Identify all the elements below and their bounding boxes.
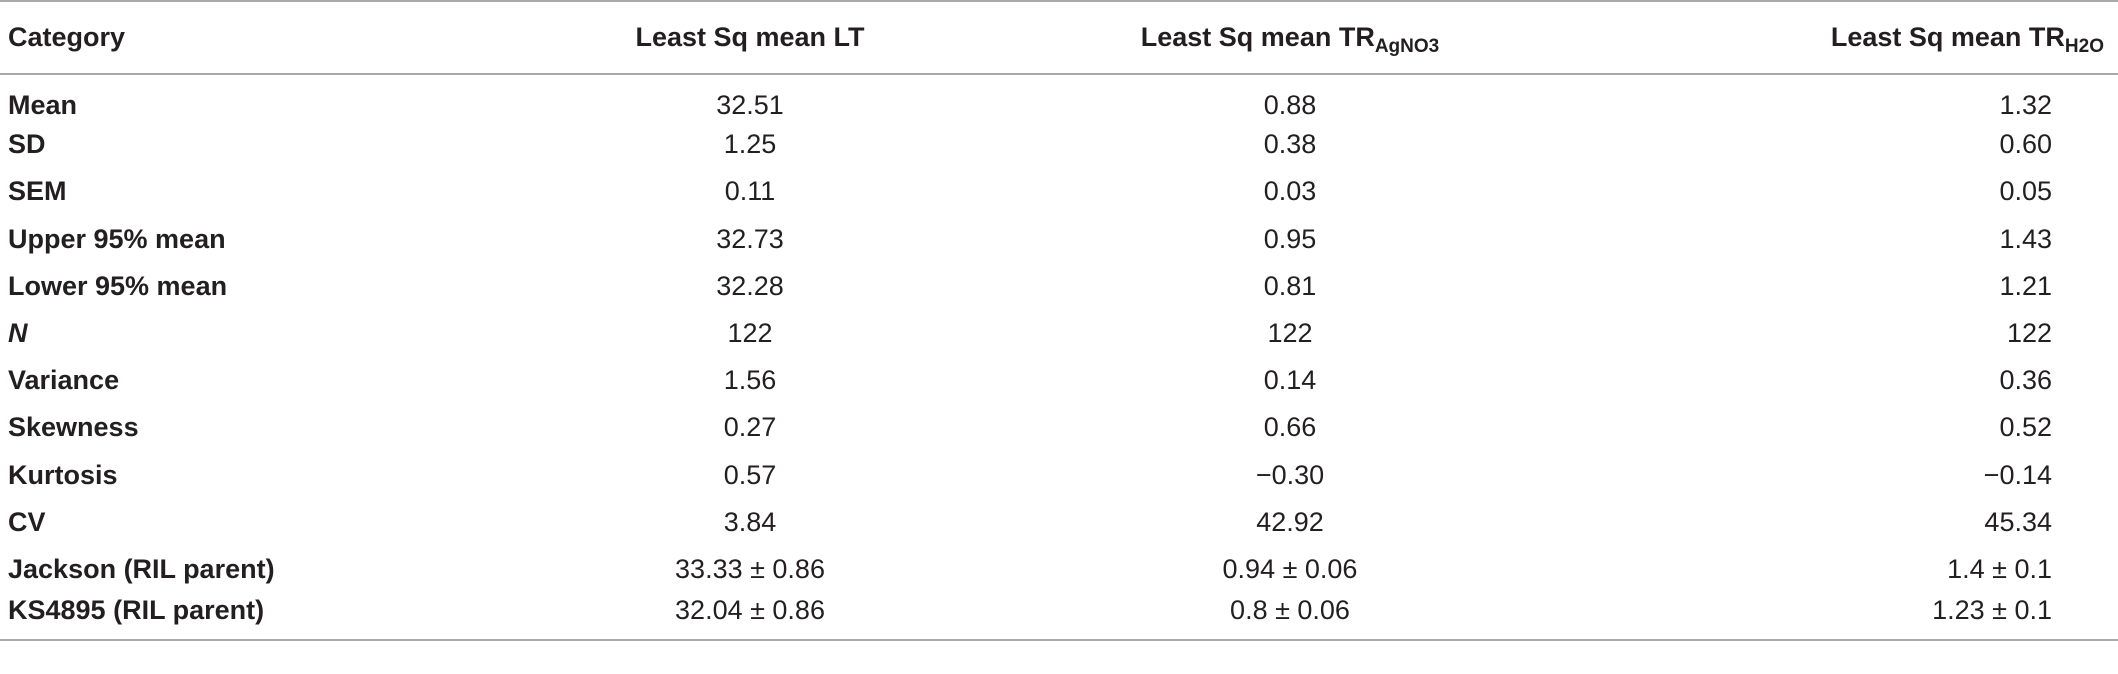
table-row: KS4895 (RIL parent) 32.04 ± 0.86 0.8 ± 0… (0, 593, 2118, 642)
cell-agno3: 0.14 (1263, 365, 1317, 396)
cell-lt: 33.33 ± 0.86 (675, 553, 825, 584)
row-label: N (8, 318, 28, 349)
cell-h2o: 0.52 (1999, 412, 2052, 443)
header-tr-h2o-main: Least Sq mean TR (1830, 22, 2065, 52)
cell-agno3: 0.81 (1263, 270, 1317, 301)
cell-lt: 1.25 (723, 129, 777, 160)
cell-agno3: 0.66 (1263, 412, 1317, 443)
cell-agno3: 0.8 ± 0.06 (980, 593, 1600, 642)
header-tr-agno3-subscript: AgNO3 (1374, 36, 1440, 57)
cell-agno3: −0.30 (1255, 459, 1325, 490)
cell-lt: 32.51 (716, 89, 784, 120)
cell-lt: 3.84 (723, 506, 777, 537)
table-row: Skewness 0.27 0.66 0.52 (0, 404, 2118, 451)
row-label: CV (8, 506, 46, 537)
cell-h2o: 1.32 (1999, 89, 2052, 120)
row-label: Variance (8, 365, 120, 396)
header-tr-h2o-subscript: H2O (2064, 36, 2104, 57)
table-row: Kurtosis 0.57 −0.30 −0.14 (0, 452, 2118, 499)
cell-h2o: 0.60 (1999, 129, 2052, 160)
table-row: N 122 122 122 (0, 310, 2118, 357)
table-row: Variance 1.56 0.14 0.36 (0, 357, 2118, 404)
table-row: Upper 95% mean 32.73 0.95 1.43 (0, 216, 2118, 263)
cell-agno3: 42.92 (1256, 506, 1324, 537)
cell-lt: 0.11 (724, 176, 776, 207)
row-label: KS4895 (RIL parent) (0, 593, 520, 642)
cell-h2o: 1.23 ± 0.1 (1600, 593, 2118, 642)
least-squares-statistics-table: Category Least Sq mean LT Least Sq mean … (0, 0, 2118, 642)
cell-h2o: 0.05 (1999, 176, 2052, 207)
table-row: SEM 0.11 0.03 0.05 (0, 168, 2118, 215)
header-least-sq-mean-tr-h2o: Least Sq mean TRH2O (1600, 0, 2118, 75)
cell-agno3: 0.94 ± 0.06 (1222, 553, 1358, 584)
table-row: CV 3.84 42.92 45.34 (0, 499, 2118, 546)
cell-agno3: 0.88 (1263, 89, 1317, 120)
header-row: Category Least Sq mean LT Least Sq mean … (0, 0, 2118, 75)
table-row: Lower 95% mean 32.28 0.81 1.21 (0, 263, 2118, 310)
cell-agno3: 0.03 (1263, 176, 1317, 207)
table-row: Mean 32.51 0.88 1.32 (0, 74, 2118, 121)
cell-lt: 0.57 (723, 459, 777, 490)
cell-h2o: −0.14 (1983, 459, 2052, 490)
table-row: SD 1.25 0.38 0.60 (0, 121, 2118, 168)
cell-lt: 0.27 (723, 412, 777, 443)
cell-h2o: 45.34 (1984, 506, 2052, 537)
row-label: Mean (8, 89, 78, 120)
table-row: Jackson (RIL parent) 33.33 ± 0.86 0.94 ±… (0, 546, 2118, 593)
row-label: Kurtosis (8, 459, 118, 490)
cell-agno3: 0.95 (1263, 223, 1317, 254)
row-label: SD (8, 129, 46, 160)
table-header: Category Least Sq mean LT Least Sq mean … (0, 0, 2118, 75)
cell-lt: 122 (727, 318, 773, 349)
header-least-sq-mean-tr-agno3: Least Sq mean TRAgNO3 (980, 0, 1600, 75)
header-category: Category (0, 0, 520, 75)
cell-h2o: 1.43 (1999, 223, 2052, 254)
cell-agno3: 0.38 (1263, 129, 1317, 160)
cell-lt: 1.56 (723, 365, 777, 396)
row-label: Upper 95% mean (8, 223, 226, 254)
header-least-sq-mean-lt: Least Sq mean LT (520, 0, 980, 75)
cell-lt: 32.04 ± 0.86 (520, 593, 980, 642)
cell-lt: 32.73 (716, 223, 784, 254)
row-label: SEM (8, 176, 67, 207)
header-tr-agno3-main: Least Sq mean TR (1140, 22, 1375, 52)
table-body: Mean 32.51 0.88 1.32 SD 1.25 0.38 0.60 S… (0, 74, 2118, 642)
row-label: Jackson (RIL parent) (8, 553, 275, 584)
row-label: Lower 95% mean (8, 270, 228, 301)
cell-h2o: 1.21 (1999, 270, 2052, 301)
cell-h2o: 1.4 ± 0.1 (1947, 553, 2052, 584)
cell-agno3: 122 (1267, 318, 1313, 349)
row-label: Skewness (8, 412, 139, 443)
cell-lt: 32.28 (716, 270, 784, 301)
cell-h2o: 122 (2006, 318, 2052, 349)
cell-h2o: 0.36 (1999, 365, 2052, 396)
